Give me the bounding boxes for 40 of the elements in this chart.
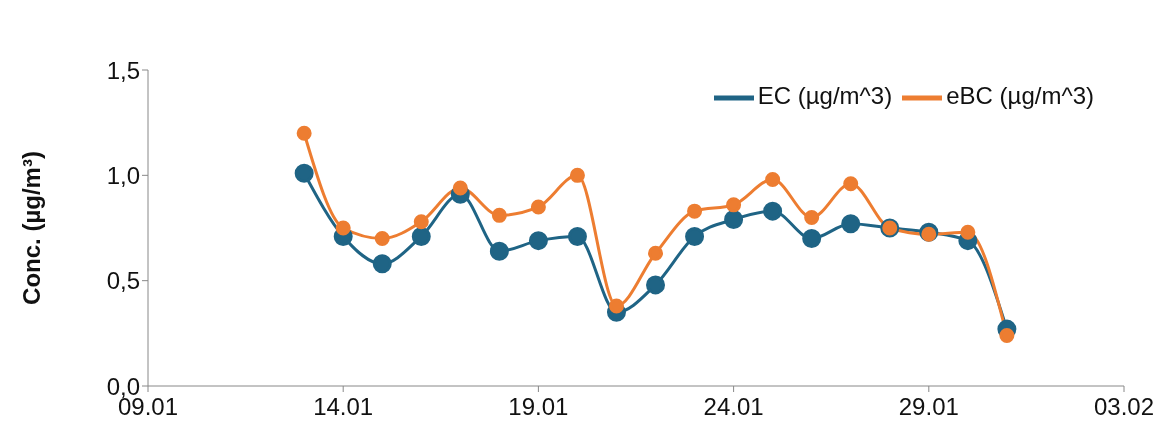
point [567, 226, 587, 246]
y-tick-label: 1,0 [106, 161, 140, 189]
point [646, 275, 666, 295]
point [530, 199, 546, 215]
point [843, 176, 859, 192]
point [374, 231, 390, 247]
point [372, 254, 392, 274]
point [413, 214, 429, 230]
legend-label: eBC (µg/m^3) [946, 82, 1094, 110]
point [648, 245, 664, 261]
point [685, 226, 705, 246]
legend-label: EC (µg/m^3) [757, 82, 893, 110]
point [528, 231, 548, 251]
point [804, 209, 820, 225]
point [841, 214, 861, 234]
point [294, 163, 314, 183]
point [335, 220, 351, 236]
y-axis-title: Conc. (µg/m³) [17, 151, 45, 305]
point [960, 224, 976, 240]
point [726, 197, 742, 213]
point [452, 180, 468, 196]
point [999, 327, 1015, 343]
x-tick-label: 19.01 [508, 393, 569, 421]
y-tick-label: 1,5 [106, 56, 140, 84]
point [763, 201, 783, 221]
point [411, 226, 431, 246]
x-tick-label: 03.02 [1093, 393, 1155, 421]
x-tick-label: 24.01 [703, 393, 764, 421]
y-tick-label: 0,5 [106, 267, 140, 295]
point [724, 210, 744, 230]
point [491, 207, 507, 223]
x-tick-label: 14.01 [313, 393, 374, 421]
point [802, 229, 822, 249]
x-tick-label: 29.01 [898, 393, 959, 421]
point [765, 172, 781, 188]
point [489, 241, 509, 261]
point [569, 167, 585, 183]
point [608, 298, 624, 314]
point [296, 125, 312, 141]
point [687, 203, 703, 219]
